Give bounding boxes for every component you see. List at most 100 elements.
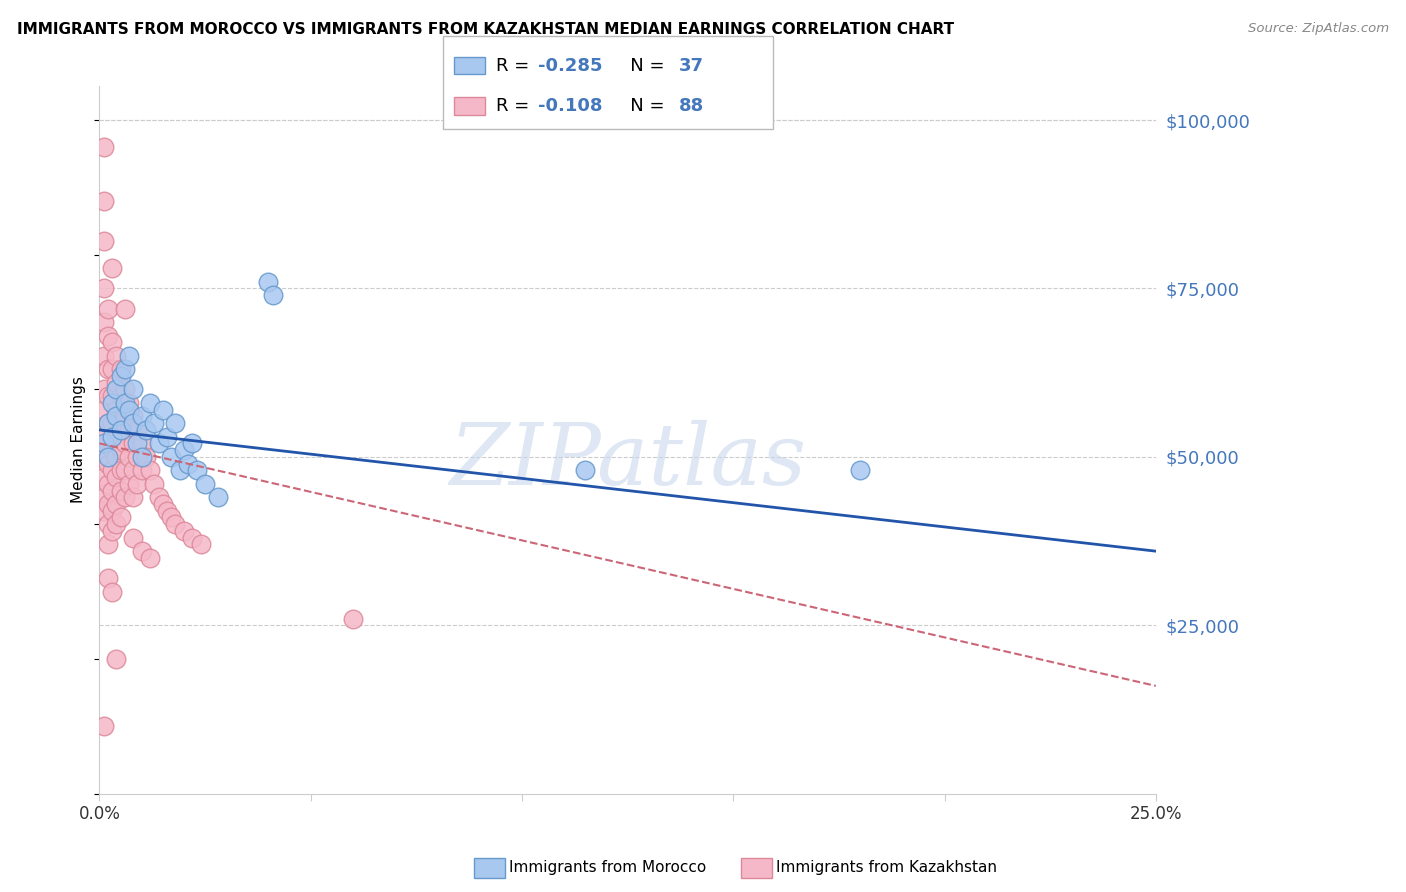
Text: R =: R = [496, 57, 536, 75]
Point [122, 490, 145, 504]
Point [101, 524, 124, 538]
Point [110, 483, 132, 498]
Point [97, 389, 120, 403]
Point [114, 383, 136, 397]
Text: -0.285: -0.285 [538, 57, 603, 75]
Text: N =: N = [613, 57, 671, 75]
Point [93, 383, 115, 397]
Point [97, 416, 120, 430]
Point [165, 416, 187, 430]
Point [118, 349, 141, 363]
Point [97, 450, 120, 464]
Point [186, 463, 208, 477]
Point [93, 194, 115, 208]
Point [131, 544, 153, 558]
Point [97, 328, 120, 343]
Point [101, 362, 124, 376]
Point [105, 383, 128, 397]
Point [97, 517, 120, 532]
Y-axis label: Median Earnings: Median Earnings [72, 376, 86, 503]
Point [93, 281, 115, 295]
Point [105, 517, 128, 532]
Point [114, 463, 136, 477]
Text: IMMIGRANTS FROM MOROCCO VS IMMIGRANTS FROM KAZAKHSTAN MEDIAN EARNINGS CORRELATIO: IMMIGRANTS FROM MOROCCO VS IMMIGRANTS FR… [17, 22, 955, 37]
Point [110, 369, 132, 384]
Point [143, 416, 166, 430]
Point [93, 504, 115, 518]
Point [97, 571, 120, 585]
Point [114, 301, 136, 316]
Text: -0.108: -0.108 [538, 97, 603, 115]
Point [165, 517, 187, 532]
Text: Immigrants from Morocco: Immigrants from Morocco [509, 860, 706, 874]
Point [342, 611, 364, 625]
Point [143, 476, 166, 491]
Point [101, 335, 124, 350]
Point [160, 510, 183, 524]
Point [105, 409, 128, 424]
Point [114, 409, 136, 424]
Point [160, 450, 183, 464]
Point [194, 476, 217, 491]
Point [122, 463, 145, 477]
Point [93, 423, 115, 437]
Point [118, 396, 141, 410]
Point [97, 301, 120, 316]
Point [101, 396, 124, 410]
Point [139, 396, 162, 410]
Point [127, 436, 149, 450]
Point [110, 443, 132, 458]
Point [105, 450, 128, 464]
Point [118, 423, 141, 437]
Point [574, 463, 596, 477]
Point [148, 436, 170, 450]
Point [152, 402, 174, 417]
Point [97, 537, 120, 551]
Point [114, 396, 136, 410]
Point [93, 235, 115, 249]
Point [122, 436, 145, 450]
Point [122, 416, 145, 430]
Point [97, 457, 120, 471]
Point [156, 430, 179, 444]
Point [114, 362, 136, 376]
Point [101, 443, 124, 458]
Point [122, 383, 145, 397]
Point [105, 430, 128, 444]
Point [118, 476, 141, 491]
Point [114, 436, 136, 450]
Point [131, 409, 153, 424]
Point [152, 497, 174, 511]
Point [93, 315, 115, 329]
Point [93, 450, 115, 464]
Point [122, 409, 145, 424]
Point [110, 416, 132, 430]
Text: 37: 37 [679, 57, 704, 75]
Point [97, 436, 120, 450]
Point [122, 531, 145, 545]
Point [101, 504, 124, 518]
Point [93, 490, 115, 504]
Point [156, 504, 179, 518]
Point [177, 457, 200, 471]
Point [110, 362, 132, 376]
Text: N =: N = [613, 97, 671, 115]
Point [93, 402, 115, 417]
Text: Source: ZipAtlas.com: Source: ZipAtlas.com [1249, 22, 1389, 36]
Point [110, 510, 132, 524]
Point [105, 470, 128, 484]
Point [101, 584, 124, 599]
Point [118, 450, 141, 464]
Text: ZIPatlas: ZIPatlas [449, 420, 806, 502]
Point [105, 497, 128, 511]
Point [105, 376, 128, 390]
Text: Immigrants from Kazakhstan: Immigrants from Kazakhstan [776, 860, 997, 874]
Point [93, 436, 115, 450]
Point [114, 490, 136, 504]
Point [101, 261, 124, 276]
Point [110, 389, 132, 403]
Point [110, 423, 132, 437]
Point [173, 524, 195, 538]
Point [257, 275, 280, 289]
Point [97, 476, 120, 491]
